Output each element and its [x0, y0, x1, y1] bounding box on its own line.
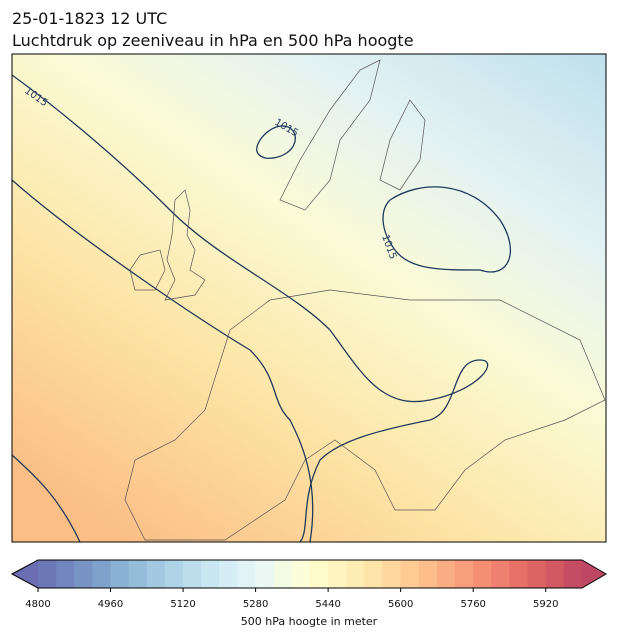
colorbar-tick-label: 5920: [533, 599, 558, 610]
colorbar-cell: [291, 560, 311, 588]
colorbar-cell: [128, 560, 148, 588]
colorbar-cell: [509, 560, 529, 588]
colorbar-tick-label: 5120: [170, 599, 195, 610]
colorbar-cell: [38, 560, 57, 588]
colorbar-tick-label: 5280: [243, 599, 268, 610]
colorbar-cell: [382, 560, 402, 588]
colorbar-cell: [164, 560, 184, 588]
map-frame: [11, 53, 607, 543]
colorbar-cell: [74, 560, 93, 588]
title-line1: 25-01-1823 12 UTC: [12, 9, 167, 28]
colorbar-extend-high: [582, 560, 606, 588]
colorbar-tick-label: 5600: [388, 599, 413, 610]
colorbar-cell: [455, 560, 474, 588]
colorbar-cell: [418, 560, 438, 588]
colorbar-cell: [219, 560, 238, 588]
coastlines: [124, 59, 606, 541]
colorbar-cell: [527, 560, 547, 588]
colorbar-tick-label: 4960: [98, 599, 123, 610]
colorbar-extend-low: [12, 560, 38, 588]
colorbar-cell: [364, 560, 384, 588]
colorbar-cell: [545, 560, 565, 588]
colorbar-cell: [473, 560, 492, 588]
colorbar-cell: [491, 560, 510, 588]
colorbar-cell: [346, 560, 365, 588]
colorbar-label: 500 hPa hoogte in meter: [241, 615, 378, 628]
colorbar-cell: [563, 560, 583, 588]
height-field: [12, 54, 606, 542]
colorbar-cell: [328, 560, 347, 588]
colorbar-cell: [201, 560, 220, 588]
colorbar-cell: [110, 560, 130, 588]
colorbar-cell: [273, 560, 293, 588]
colorbar: 4800 4960 5120 5280 5440 5600 5760 5920: [10, 559, 607, 610]
colorbar-tick-label: 4800: [25, 599, 50, 610]
colorbar-cell: [237, 560, 257, 588]
isobars: [12, 74, 511, 542]
colorbar-cell: [436, 560, 456, 588]
title-line2: Luchtdruk op zeeniveau in hPa en 500 hPa…: [12, 31, 414, 50]
colorbar-tick-label: 5440: [315, 599, 340, 610]
colorbar-cell: [56, 560, 75, 588]
colorbar-cell: [400, 560, 420, 588]
colorbar-cell: [146, 560, 166, 588]
colorbar-cell: [92, 560, 112, 588]
colorbar-cell: [255, 560, 275, 588]
map: 1015 1015 1015: [12, 54, 606, 542]
colorbar-cell: [183, 560, 202, 588]
colorbar-cell: [310, 560, 329, 588]
colorbar-tick-label: 5760: [460, 599, 485, 610]
